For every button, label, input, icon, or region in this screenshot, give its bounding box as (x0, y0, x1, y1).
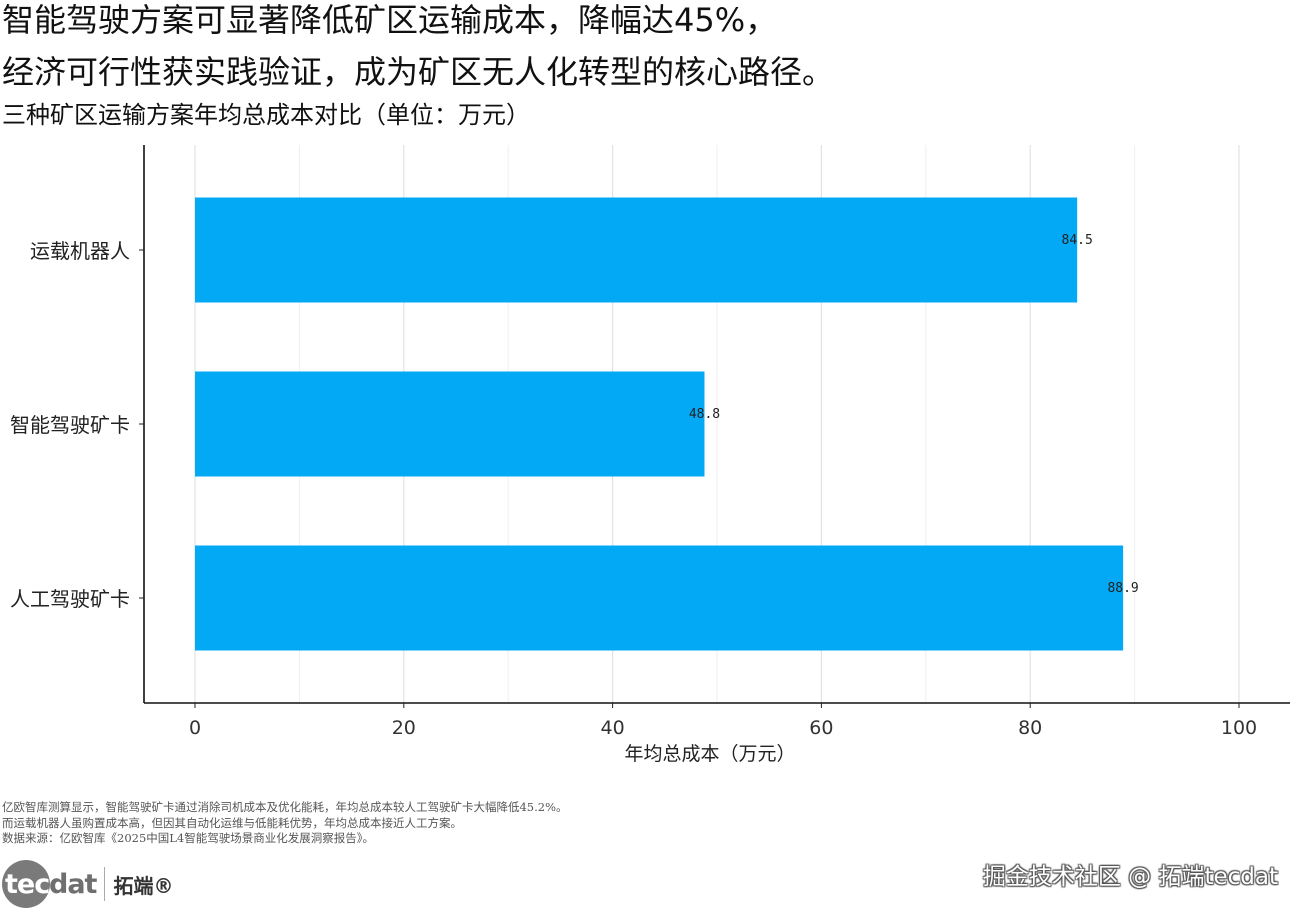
note-line: 而运载机器人虽购置成本高，但因其自动化运维与低能耗优势，年均总成本接近人工方案。 (2, 815, 462, 830)
logo-cn-text: 拓端® (113, 873, 174, 898)
logo-divider (104, 867, 106, 901)
headline-line-1: 智能驾驶方案可显著降低矿区运输成本，降幅达45%， (2, 1, 778, 39)
x-tick-label: 60 (809, 717, 833, 739)
x-tick-label: 100 (1221, 717, 1257, 739)
data-label: 88.9 (1107, 581, 1138, 596)
notes: 亿欧智库测算显示，智能驾驶矿卡通过消除司机成本及优化能耗，年均总成本较人工驾驶矿… (2, 800, 568, 847)
bar (195, 545, 1124, 651)
logo-text: dat (49, 868, 97, 900)
bar (195, 371, 705, 477)
logo-circle-text: tec (5, 868, 50, 900)
x-tick-label: 40 (601, 717, 625, 739)
y-tick-label: 智能驾驶矿卡 (10, 413, 130, 437)
y-tick-label: 人工驾驶矿卡 (10, 587, 130, 611)
chart-title: 三种矿区运输方案年均总成本对比（单位：万元） (2, 101, 530, 129)
brand-logo: tec dat 拓端® (2, 860, 173, 908)
bar (195, 197, 1078, 303)
x-tick-label: 80 (1018, 717, 1042, 739)
headline-line-2: 经济可行性获实践验证，成为矿区无人化转型的核心路径。 (2, 53, 835, 91)
source-line: 数据来源：亿欧智库《2025中国L4智能驾驶场景商业化发展洞察报告》。 (2, 831, 374, 845)
watermark: 掘金技术社区 @ 拓端tecdat (982, 864, 1278, 890)
y-tick-label: 运载机器人 (30, 239, 130, 263)
data-label: 84.5 (1062, 233, 1093, 248)
x-tick-label: 0 (189, 717, 201, 739)
x-axis-title: 年均总成本（万元） (624, 743, 795, 765)
data-label: 48.8 (689, 407, 720, 422)
logo-circle: tec (2, 860, 50, 908)
x-tick-label: 20 (392, 717, 416, 739)
note-line: 亿欧智库测算显示，智能驾驶矿卡通过消除司机成本及优化能耗，年均总成本较人工驾驶矿… (2, 800, 568, 814)
